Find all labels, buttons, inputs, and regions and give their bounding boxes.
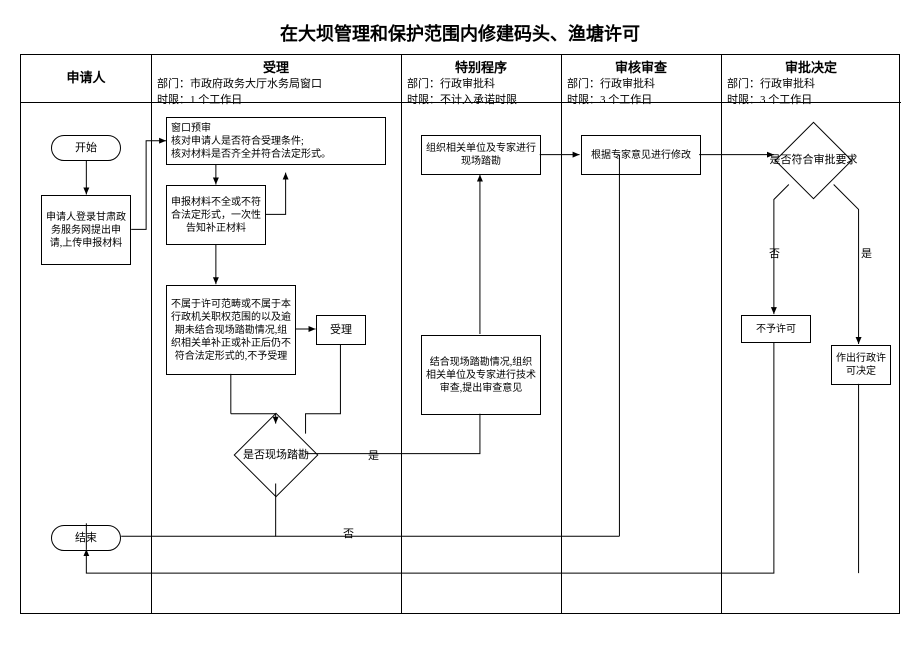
lane-dept: 部门：市政府政务大厅水务局窗口 (157, 77, 395, 92)
lane-title: 审核审查 (567, 59, 715, 77)
prescreen-node: 窗口预审 核对申请人是否符合受理条件; 核对材料是否齐全并符合法定形式。 (166, 117, 386, 165)
lane-divider (151, 55, 152, 613)
start-node: 开始 (51, 135, 121, 161)
lane-divider (401, 55, 402, 613)
revise-node: 根据专家意见进行修改 (581, 135, 701, 175)
flowchart: 申请人 受理 部门：市政府政务大厅水务局窗口 时限：1 个工作日 特别程序 部门… (20, 54, 900, 614)
lane-header-applicant: 申请人 (21, 55, 151, 103)
survey-opinion-node: 结合现场踏勘情况,组织相关单位及专家进行技术审查,提出审查意见 (421, 335, 541, 415)
lane-header-review: 审核审查 部门：行政审批科 时限：3 个工作日 (561, 55, 721, 103)
lane-title: 审批决定 (727, 59, 895, 77)
lane-limit: 时限：不计入承诺时限 (407, 93, 555, 108)
lane-dept: 部门：行政审批科 (407, 77, 555, 92)
apply-node: 申请人登录甘肃政务服务网提出申请,上传申报材料 (41, 195, 131, 265)
site-check-diamond (234, 413, 319, 498)
lane-limit: 时限：1 个工作日 (157, 93, 395, 108)
edge-no-1: 否 (341, 525, 356, 541)
edge-yes-1: 是 (366, 447, 381, 463)
lane-title: 申请人 (66, 69, 105, 87)
lane-dept: 部门：行政审批科 (727, 77, 895, 92)
reject-scope-node: 不属于许可范畴或不属于本行政机关职权范围的以及逾期未结合现场踏勘情况,组织相关单… (166, 285, 296, 375)
lane-dept: 部门：行政审批科 (567, 77, 715, 92)
lane-title: 受理 (157, 59, 395, 77)
supplement-node: 申报材料不全或不符合法定形式，一次性告知补正材料 (166, 185, 266, 245)
accept-node: 受理 (316, 315, 366, 345)
lane-header-decide: 审批决定 部门：行政审批科 时限：3 个工作日 (721, 55, 901, 103)
edge-yes-2: 是 (859, 245, 874, 261)
lane-title: 特别程序 (407, 59, 555, 77)
end-node: 结束 (51, 525, 121, 551)
lane-divider (721, 55, 722, 613)
grant-node: 作出行政许可决定 (831, 345, 891, 385)
approve-diamond (775, 122, 853, 200)
page-title: 在大坝管理和保护范围内修建码头、渔塘许可 (20, 20, 900, 46)
lane-divider (561, 55, 562, 613)
lane-header-accept: 受理 部门：市政府政务大厅水务局窗口 时限：1 个工作日 (151, 55, 401, 103)
lane-header-special: 特别程序 部门：行政审批科 时限：不计入承诺时限 (401, 55, 561, 103)
org-survey-node: 组织相关单位及专家进行现场踏勘 (421, 135, 541, 175)
lane-limit: 时限：3 个工作日 (567, 93, 715, 108)
deny-node: 不予许可 (741, 315, 811, 343)
lane-limit: 时限：3 个工作日 (727, 93, 895, 108)
edge-no-2: 否 (767, 245, 782, 261)
